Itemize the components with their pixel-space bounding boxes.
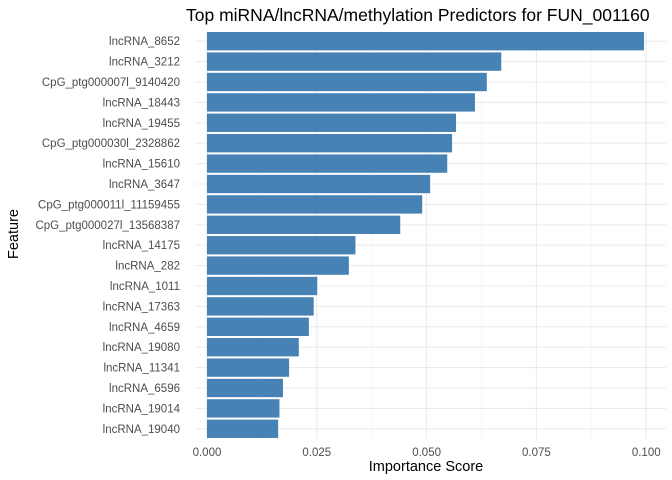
y-tick-label: lncRNA_1011	[110, 281, 180, 293]
bars	[206, 32, 645, 438]
bar	[206, 419, 279, 438]
y-tick-label: lncRNA_11341	[103, 363, 180, 375]
y-tick-label: lncRNA_8652	[109, 36, 180, 48]
y-tick-label: lncRNA_19080	[103, 342, 180, 354]
y-tick-label: CpG_ptg000007l_9140420	[42, 77, 180, 89]
bar	[206, 378, 283, 398]
bar	[206, 215, 401, 234]
y-tick-label: CpG_ptg000011l_11159455	[38, 199, 180, 211]
grid-lines	[196, 31, 666, 439]
y-tick-label: lncRNA_17363	[103, 301, 180, 313]
y-tick-label: lncRNA_6596	[109, 383, 180, 395]
x-tick-label: 0.050	[412, 447, 441, 459]
bar	[206, 134, 453, 153]
y-tick-label: lncRNA_4659	[109, 322, 180, 334]
bar	[206, 256, 349, 275]
x-tick-label: 0.025	[302, 447, 331, 459]
y-tick-label: lncRNA_19040	[103, 424, 180, 436]
bar	[206, 72, 487, 92]
bar	[206, 399, 280, 418]
y-tick-label: CpG_ptg000030l_2328862	[42, 138, 180, 150]
y-tick-label: CpG_ptg000027l_13568387	[35, 220, 180, 232]
bar	[206, 317, 309, 336]
x-axis-title: Importance Score	[369, 459, 483, 475]
bar	[206, 52, 502, 71]
bar	[206, 113, 457, 132]
y-tick-label: lncRNA_3212	[109, 57, 180, 69]
x-tick-label: 0.100	[632, 447, 661, 459]
y-tick-label: lncRNA_14175	[103, 240, 180, 252]
y-tick-label: lncRNA_3647	[109, 179, 180, 191]
bar	[206, 338, 299, 357]
x-tick-label: 0.075	[522, 447, 551, 459]
y-tick-label: lncRNA_19455	[103, 118, 180, 130]
y-tick-label: lncRNA_18443	[103, 97, 180, 109]
y-tick-labels: lncRNA_8652 lncRNA_3212 CpG_ptg000007l_914…	[35, 36, 180, 436]
x-tick-label: 0.000	[193, 447, 222, 459]
y-tick-label: lncRNA_15610	[103, 159, 180, 171]
bar	[206, 174, 431, 194]
bar	[206, 358, 290, 377]
bar	[206, 32, 645, 51]
y-axis-title: Feature	[6, 209, 22, 259]
bar	[206, 93, 475, 112]
bar	[206, 297, 314, 316]
y-tick-label: lncRNA_19014	[103, 403, 181, 415]
chart-title: Top miRNA/lncRNA/methylation Predictors …	[186, 5, 650, 26]
y-tick-label: lncRNA_282	[115, 261, 180, 273]
bar	[206, 276, 318, 296]
bar	[206, 195, 423, 214]
x-tick-labels: 0.000 0.025 0.050 0.075 0.100	[193, 447, 661, 459]
bar	[206, 154, 448, 173]
bar	[206, 236, 356, 255]
